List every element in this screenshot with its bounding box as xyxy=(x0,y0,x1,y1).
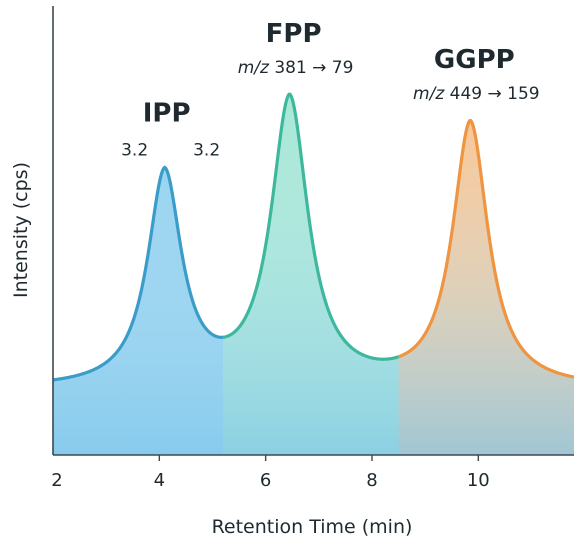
x-tick-label: 10 xyxy=(467,470,490,491)
series-line-ggpp xyxy=(398,119,574,379)
x-axis-ticks: 2 4 6 8 10 xyxy=(51,455,490,491)
x-tick-label: 4 xyxy=(154,470,165,491)
x-tick-label: 2 xyxy=(51,470,62,491)
peak-label-ggpp: GGPP xyxy=(434,45,515,75)
peak-label-fpp: FPP xyxy=(266,19,322,49)
x-tick-label: 8 xyxy=(366,470,377,491)
series-line-fpp xyxy=(222,92,400,361)
series-curves xyxy=(52,92,574,382)
peak-area-ggpp xyxy=(398,120,574,455)
peak-area-ipp xyxy=(53,167,224,455)
y-axis-title: Intensity (cps) xyxy=(10,162,32,298)
peak-area-fpp xyxy=(223,94,399,455)
peak-annotation-left-ipp: 3.2 xyxy=(121,140,148,160)
peak-areas xyxy=(53,94,574,455)
x-axis-title: Retention Time (min) xyxy=(212,516,413,538)
peak-label-ipp: IPP xyxy=(143,98,191,128)
x-tick-label: 6 xyxy=(260,470,271,491)
peak-annotation-ggpp: m/z 449 → 159 xyxy=(413,84,540,104)
peak-annotation-fpp: m/z 381 → 79 xyxy=(238,58,354,78)
series-line-ipp xyxy=(52,165,224,382)
peak-annotation-right-ipp: 3.2 xyxy=(193,140,220,160)
